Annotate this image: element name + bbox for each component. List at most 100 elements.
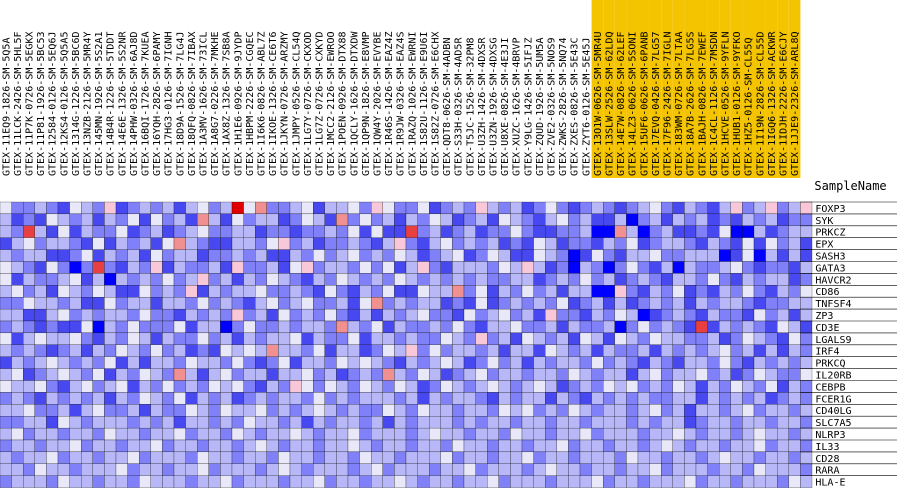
heatmap-cell [463, 285, 476, 298]
heatmap-cell [463, 451, 476, 464]
heatmap-cell [672, 380, 685, 393]
heatmap-cell [521, 237, 534, 250]
heatmap-cell [788, 439, 801, 453]
heatmap-cell [591, 404, 604, 417]
heatmap-cell [440, 392, 453, 405]
heatmap-cell [440, 427, 453, 441]
heatmap-cell [162, 213, 175, 226]
heatmap-cell [115, 320, 128, 334]
heatmap-cell [81, 380, 93, 393]
heatmap-cell [92, 475, 105, 488]
heatmap-cell [57, 356, 70, 369]
heatmap-cell [753, 285, 766, 298]
heatmap-cell [347, 201, 360, 215]
heatmap-cell [185, 416, 198, 429]
heatmap-cell [591, 308, 604, 322]
heatmap-cell [162, 201, 175, 215]
heatmap-cell [742, 225, 755, 238]
heatmap-cell [104, 237, 117, 250]
heatmap-cell [347, 320, 360, 334]
heatmap-cell [324, 237, 337, 250]
heatmap-cell [69, 427, 82, 441]
heatmap-cell [661, 451, 673, 464]
heatmap-cell [11, 261, 24, 274]
heatmap-cell [800, 416, 813, 429]
heatmap-cell [382, 201, 395, 215]
heatmap-cell [463, 404, 476, 417]
row-label: SASH3 [815, 252, 845, 263]
heatmap-cell [626, 451, 639, 464]
heatmap-cell [81, 332, 93, 345]
heatmap-cell [591, 237, 604, 250]
heatmap-cell [11, 392, 24, 405]
heatmap-cell [405, 451, 418, 464]
heatmap-cell [69, 249, 82, 262]
heatmap-cell [46, 404, 59, 417]
heatmap-cell [57, 320, 70, 334]
heatmap-cell [788, 475, 801, 488]
heatmap-cell [765, 273, 778, 286]
heatmap-cell [313, 237, 325, 250]
heatmap-cell [173, 320, 186, 334]
heatmap-cell [521, 308, 534, 322]
heatmap-cell [533, 427, 546, 441]
heatmap-cell [92, 273, 105, 286]
heatmap-cell [579, 201, 592, 215]
heatmap-cell [487, 356, 499, 369]
heatmap-cell [672, 368, 685, 381]
heatmap-cell [637, 439, 650, 453]
heatmap-cell [0, 368, 12, 381]
heatmap-cell [255, 368, 267, 381]
heatmap-cell [800, 308, 813, 322]
heatmap-cell [127, 463, 140, 476]
column-label: GTEX-1JKYN-0726-SM-ARZMY [280, 32, 291, 177]
heatmap-cell [0, 285, 12, 298]
heatmap-cell [347, 273, 360, 286]
heatmap-cell [81, 427, 93, 441]
row-label: FCER1G [815, 394, 851, 405]
heatmap-cell [405, 392, 418, 405]
heatmap-cell [81, 404, 93, 417]
heatmap-cell [255, 225, 267, 238]
heatmap-cell [347, 285, 360, 298]
heatmap-cell [568, 368, 581, 381]
heatmap-cell [405, 344, 418, 357]
heatmap-cell [533, 273, 546, 286]
heatmap-cell [463, 261, 476, 274]
heatmap-cell [23, 285, 35, 298]
heatmap-cell [510, 308, 523, 322]
heatmap-cell [429, 344, 441, 357]
column-label: GTEX-13O1W-0626-SM-5MR4U [593, 32, 604, 177]
heatmap-cell [81, 297, 93, 310]
heatmap-cell [417, 225, 430, 238]
heatmap-cell [591, 380, 604, 393]
column-label: GTEX-1QW4Y-2026-SM-EVYBE [373, 32, 384, 177]
heatmap-cell [498, 416, 511, 429]
column-label: GTEX-183WM-0726-SM-7LTAA [674, 32, 685, 177]
column-label: GTEX-1HUB1-0126-SM-9YFKO [732, 32, 743, 177]
heatmap-cell [162, 332, 175, 345]
heatmap-cell [371, 201, 383, 215]
heatmap-cell [57, 463, 70, 476]
heatmap-cell [707, 475, 720, 488]
column-label: GTEX-ZXES-0826-SM-5E43C [570, 38, 581, 176]
heatmap-cell [672, 404, 685, 417]
heatmap-cell [463, 332, 476, 345]
column-label-highlight [765, 0, 778, 178]
heatmap-cell [278, 285, 291, 298]
heatmap-cell [626, 225, 639, 238]
heatmap-cell [487, 297, 499, 310]
heatmap-cell [579, 285, 592, 298]
heatmap-cell [417, 332, 430, 345]
heatmap-cell [463, 273, 476, 286]
heatmap-cell [452, 285, 465, 298]
heatmap-cell [440, 213, 453, 226]
heatmap-cell [382, 308, 395, 322]
heatmap-cell [69, 463, 82, 476]
heatmap-cell [220, 416, 233, 429]
heatmap-cell [81, 249, 93, 262]
heatmap-cell [742, 356, 755, 369]
row-label: SYK [815, 216, 833, 227]
heatmap-cell [707, 427, 720, 441]
heatmap-cell [440, 416, 453, 429]
